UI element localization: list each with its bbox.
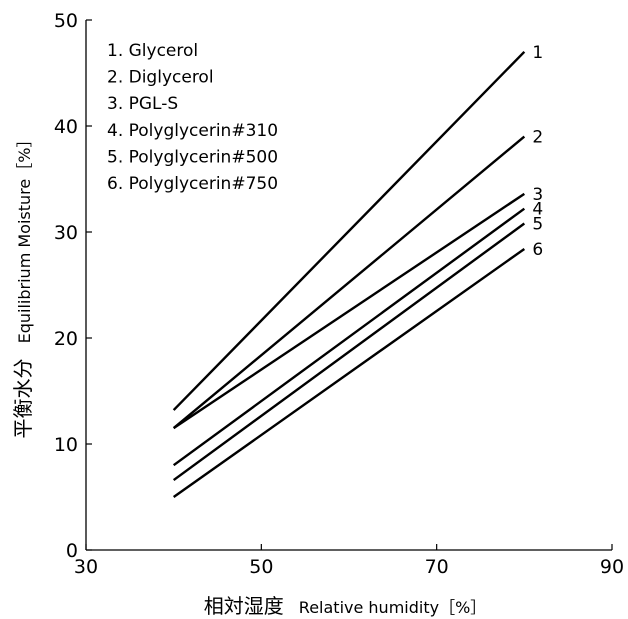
y-axis-title: 平衡水分 Equilibrium Moisture［%］ [11, 132, 35, 439]
series-line-4 [172, 207, 526, 467]
series-end-label-1: 1 [532, 43, 543, 63]
series-line-1 [172, 50, 526, 411]
x-axis-title: 相対湿度 Relative humidity［%］ [204, 594, 487, 618]
legend-entry: 5. Polyglycerin#500 [107, 147, 278, 167]
x-tick-label: 90 [600, 556, 624, 578]
series-end-label-6: 6 [532, 240, 543, 260]
series-end-label-2: 2 [532, 128, 543, 148]
legend-entry: 3. PGL-S [107, 94, 178, 114]
y-tick-label: 50 [54, 10, 78, 32]
series-end-labels: 1 2 345 6 [532, 43, 543, 260]
y-tick-label: 0 [66, 540, 78, 562]
legend-entry: 1. Glycerol [107, 41, 198, 61]
axes [85, 20, 612, 551]
series-line-6 [172, 247, 526, 498]
y-tick-label: 20 [54, 328, 78, 350]
series-lines [172, 50, 526, 498]
series-line-2 [172, 135, 526, 430]
legend-entry: 6. Polyglycerin#750 [107, 174, 278, 194]
x-axis-title-jp: 相対湿度 [204, 594, 284, 618]
legend-entry: 2. Diglycerol [107, 68, 214, 88]
x-tick-label: 70 [425, 556, 449, 578]
series-line-3 [173, 192, 525, 430]
y-tick-label: 40 [54, 116, 78, 138]
series-end-label-5: 5 [532, 215, 543, 235]
series-end-label-4: 4 [532, 200, 543, 220]
y-axis-title-jp: 平衡水分 [11, 358, 35, 438]
y-axis-title-en: Equilibrium Moisture［%］ [15, 132, 34, 344]
series-line-5 [172, 222, 526, 482]
legend: 1. Glycerol 2. Diglycerol 3. PGL-S 4. Polyg… [107, 41, 278, 194]
x-axis-title-en: Relative humidity［%］ [299, 598, 486, 617]
x-tick-label: 50 [249, 556, 273, 578]
series-end-label-3: 3 [532, 185, 543, 205]
ticks: 30 50 70 90 0 10 20 30 40 50 [54, 10, 624, 578]
y-tick-label: 30 [54, 222, 78, 244]
y-tick-label: 10 [54, 434, 78, 456]
legend-entry: 4. Polyglycerin#310 [107, 121, 278, 141]
x-tick-label: 30 [74, 556, 98, 578]
